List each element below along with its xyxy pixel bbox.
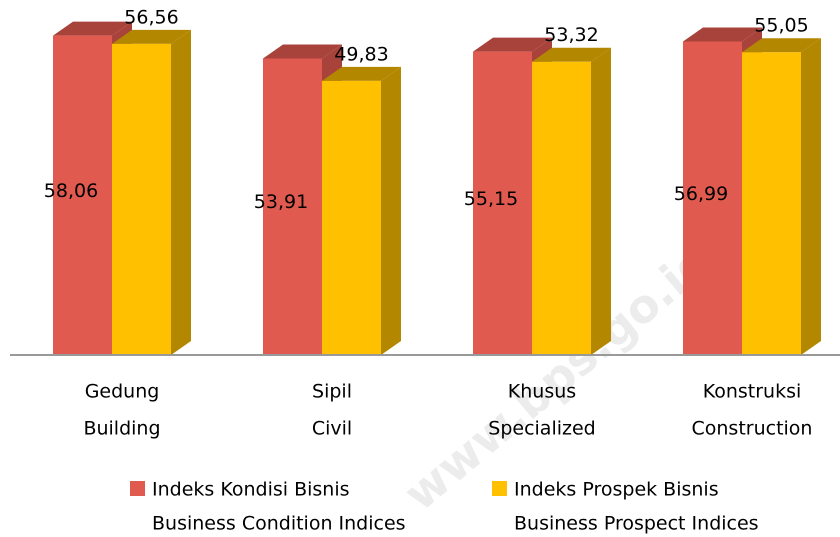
x-tick-label: Konstruksi xyxy=(703,381,802,403)
bar-side xyxy=(801,38,821,355)
bar-top xyxy=(473,37,552,52)
legend-label: Indeks Prospek Bisnis xyxy=(514,479,719,501)
bar xyxy=(532,47,611,356)
bar-top xyxy=(683,27,762,42)
bar-side xyxy=(171,29,191,355)
bar-front xyxy=(263,58,322,356)
bar-top xyxy=(532,47,611,62)
bar xyxy=(742,38,821,355)
bar xyxy=(322,66,401,355)
value-label: 56,56 xyxy=(124,6,178,28)
bar-front xyxy=(473,51,532,356)
value-label: 53,32 xyxy=(544,24,598,46)
x-tick-label: Khusus xyxy=(508,381,576,403)
value-label: 55,15 xyxy=(464,188,518,210)
bar-front xyxy=(683,41,742,356)
bar-front xyxy=(322,80,381,355)
legend-swatch xyxy=(130,481,145,496)
value-label: 56,99 xyxy=(674,183,728,205)
bar-front xyxy=(112,43,171,356)
x-tick-label: Specialized xyxy=(488,418,595,440)
bar-front xyxy=(532,61,591,356)
bar-top xyxy=(263,44,342,59)
value-label: 53,91 xyxy=(254,191,308,213)
bar-front xyxy=(742,52,801,355)
bar-side xyxy=(591,47,611,356)
bar-side xyxy=(381,66,401,355)
legend-swatch xyxy=(492,481,507,496)
value-label: 58,06 xyxy=(44,180,98,202)
bar-top xyxy=(322,66,401,81)
bar-top xyxy=(112,29,191,44)
x-tick-label: Building xyxy=(83,418,160,440)
bar xyxy=(112,29,191,356)
x-tick-label: Construction xyxy=(692,418,813,440)
legend-label: Indeks Kondisi Bisnis xyxy=(152,479,350,501)
bar-top xyxy=(742,38,821,53)
bar-front xyxy=(53,35,112,356)
value-label: 49,83 xyxy=(334,43,388,65)
value-label: 55,05 xyxy=(754,15,808,37)
x-tick-label: Civil xyxy=(312,418,352,440)
x-tick-label: Gedung xyxy=(85,381,160,403)
legend-label: Business Condition Indices xyxy=(152,513,406,535)
x-tick-label: Sipil xyxy=(312,381,352,403)
legend-label: Business Prospect Indices xyxy=(514,513,759,535)
bar-top xyxy=(53,21,132,36)
